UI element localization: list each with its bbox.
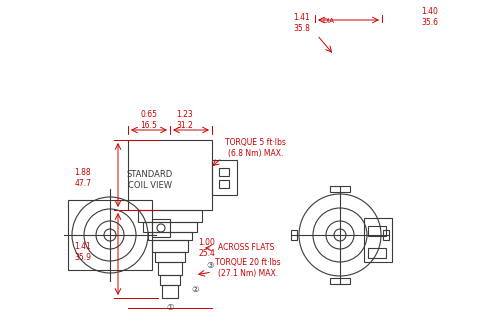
Bar xyxy=(219,168,229,176)
Bar xyxy=(162,285,178,298)
Bar xyxy=(128,140,212,210)
Bar xyxy=(330,278,350,284)
Text: ③: ③ xyxy=(206,260,214,270)
Text: 0.65
16.5: 0.65 16.5 xyxy=(141,110,157,130)
Text: TORQUE 20 ft·lbs
(27.1 Nm) MAX.: TORQUE 20 ft·lbs (27.1 Nm) MAX. xyxy=(215,258,281,278)
Bar xyxy=(68,200,152,270)
Bar xyxy=(158,262,182,275)
Text: 1.00
25.4: 1.00 25.4 xyxy=(198,238,215,258)
Bar xyxy=(219,180,229,188)
Bar xyxy=(152,219,170,237)
Bar xyxy=(138,210,202,222)
Bar xyxy=(368,226,386,236)
Text: ACROSS FLATS: ACROSS FLATS xyxy=(218,244,274,252)
Bar xyxy=(291,230,297,240)
Bar xyxy=(212,160,237,195)
Bar xyxy=(155,252,185,262)
Text: ②: ② xyxy=(191,285,199,294)
Text: 1.23
31.2: 1.23 31.2 xyxy=(177,110,194,130)
Text: STANDARD
COIL VIEW: STANDARD COIL VIEW xyxy=(127,170,173,190)
Text: 1.41
35.8: 1.41 35.8 xyxy=(293,13,310,33)
Bar xyxy=(364,218,392,262)
Text: 1.41
35.9: 1.41 35.9 xyxy=(75,242,91,262)
Bar xyxy=(148,232,192,240)
Text: DIA: DIA xyxy=(322,18,334,24)
Text: 1.88
47.7: 1.88 47.7 xyxy=(75,168,91,188)
Bar xyxy=(143,222,197,232)
Bar xyxy=(160,275,180,285)
Text: TORQUE 5 ft·lbs
(6.8 Nm) MAX.: TORQUE 5 ft·lbs (6.8 Nm) MAX. xyxy=(225,138,286,158)
Text: ①: ① xyxy=(166,304,174,313)
Bar xyxy=(383,230,389,240)
Bar xyxy=(330,186,350,192)
Bar xyxy=(368,248,386,258)
Bar xyxy=(152,240,188,252)
Text: 1.40
35.6: 1.40 35.6 xyxy=(422,7,438,27)
